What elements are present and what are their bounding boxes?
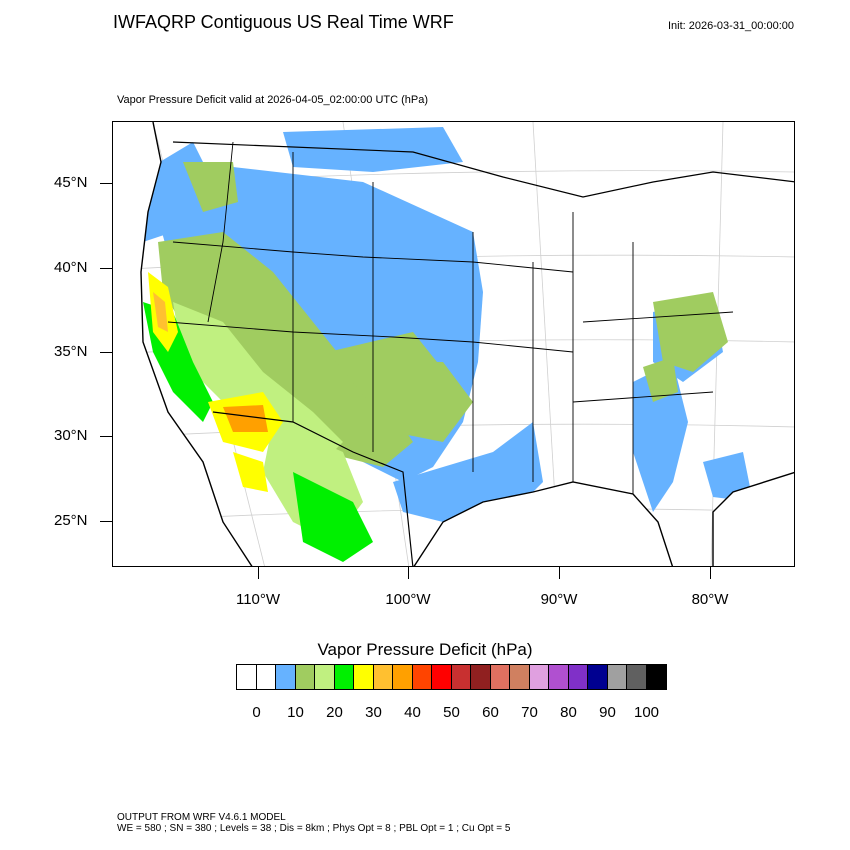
colorbar-tick-label: 0 bbox=[252, 704, 261, 721]
vpd-map bbox=[113, 122, 794, 566]
chart-title: IWFAQRP Contiguous US Real Time WRF bbox=[113, 12, 454, 32]
colorbar-swatch bbox=[393, 665, 413, 689]
colorbar-tick-label: 50 bbox=[443, 704, 460, 721]
colorbar-swatch bbox=[471, 665, 491, 689]
footer-config: WE = 580 ; SN = 380 ; Levels = 38 ; Dis … bbox=[117, 823, 511, 834]
colorbar-tick-label: 90 bbox=[599, 704, 616, 721]
colorbar-swatch bbox=[373, 665, 393, 689]
colorbar-tick-label: 70 bbox=[521, 704, 538, 721]
lat-tick bbox=[100, 352, 112, 353]
colorbar-swatch bbox=[490, 665, 510, 689]
colorbar-swatch bbox=[315, 665, 335, 689]
colorbar-swatch bbox=[256, 665, 276, 689]
colorbar-swatch bbox=[334, 665, 354, 689]
lat-tick bbox=[100, 436, 112, 437]
lon-tick bbox=[710, 567, 711, 579]
colorbar-swatch bbox=[510, 665, 530, 689]
init-time: Init: 2026-03-31_00:00:00 bbox=[668, 20, 794, 32]
colorbar-swatch bbox=[295, 665, 315, 689]
lat-label-25: 25°N bbox=[54, 512, 88, 529]
colorbar-title: Vapor Pressure Deficit (hPa) bbox=[317, 640, 533, 659]
lon-label-80: 80°W bbox=[691, 591, 729, 608]
colorbar-swatch bbox=[588, 665, 608, 689]
colorbar-swatch bbox=[354, 665, 374, 689]
colorbar-swatch bbox=[276, 665, 296, 689]
colorbar-swatch bbox=[451, 665, 471, 689]
colorbar-tick-label: 20 bbox=[326, 704, 343, 721]
colorbar-swatch bbox=[432, 665, 452, 689]
lat-label-30: 30°N bbox=[54, 427, 88, 444]
colorbar-swatch bbox=[568, 665, 588, 689]
colorbar-swatch bbox=[607, 665, 627, 689]
lon-label-110: 110°W bbox=[235, 591, 281, 608]
footer-model: OUTPUT FROM WRF V4.6.1 MODEL bbox=[117, 812, 286, 823]
colorbar-swatch bbox=[627, 665, 647, 689]
colorbar-tick-label: 40 bbox=[404, 704, 421, 721]
boundaries bbox=[140, 122, 794, 566]
vpd-fill bbox=[143, 127, 753, 566]
lat-tick bbox=[100, 183, 112, 184]
lon-label-90: 90°W bbox=[540, 591, 578, 608]
colorbar-swatch bbox=[412, 665, 432, 689]
ocean bbox=[113, 122, 794, 566]
colorbar-tick-label: 80 bbox=[560, 704, 577, 721]
lat-tick bbox=[100, 521, 112, 522]
lon-label-100: 100°W bbox=[385, 591, 431, 608]
colorbar-swatch bbox=[529, 665, 549, 689]
colorbar-tick-label: 10 bbox=[287, 704, 304, 721]
colorbar-swatch bbox=[237, 665, 257, 689]
lat-label-45: 45°N bbox=[54, 174, 88, 191]
colorbar-swatch bbox=[646, 665, 666, 689]
lat-label-40: 40°N bbox=[54, 259, 88, 276]
colorbar-tick-label: 30 bbox=[365, 704, 382, 721]
colorbar-tick-label: 60 bbox=[482, 704, 499, 721]
colorbar bbox=[236, 664, 667, 690]
lat-tick bbox=[100, 268, 112, 269]
colorbar-tick-label: 100 bbox=[633, 704, 660, 721]
colorbar-swatch bbox=[549, 665, 569, 689]
map-panel bbox=[112, 121, 795, 567]
lon-tick bbox=[559, 567, 560, 579]
lon-tick bbox=[258, 567, 259, 579]
lat-label-35: 35°N bbox=[54, 343, 88, 360]
lon-tick bbox=[408, 567, 409, 579]
plot-subtitle: Vapor Pressure Deficit valid at 2026-04-… bbox=[117, 94, 429, 106]
